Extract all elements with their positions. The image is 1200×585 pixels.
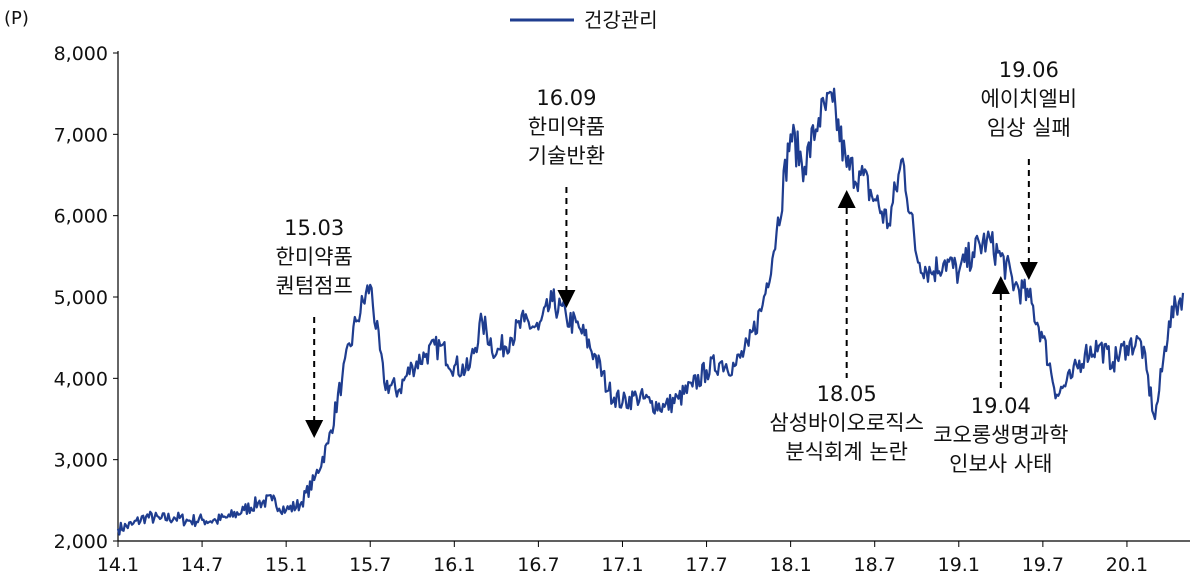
- annotation-text: 한미약품: [276, 245, 353, 269]
- y-tick-label: 2,000: [54, 531, 108, 553]
- annotation-text: 15.03: [284, 216, 344, 240]
- annotation-text: 분식회계 논란: [785, 440, 908, 464]
- annotation-text: 퀀텀점프: [276, 274, 353, 298]
- annotation-text: 코오롱생명과학: [933, 423, 1068, 447]
- x-axis-ticks: 14.1 14.7 15.1 15.7 16.1 16.7 17.1 17.7 18.1 18.7…: [97, 541, 1148, 576]
- annotation-text: 한미약품: [528, 115, 605, 139]
- annotation-text: 19.06: [999, 58, 1059, 82]
- legend: 건강관리: [510, 8, 658, 32]
- annotation-text: 임상 실패: [987, 116, 1071, 140]
- arrow-up-icon: [837, 190, 856, 208]
- y-tick-label: 3,000: [54, 450, 108, 472]
- y-tick-label: 6,000: [54, 206, 108, 228]
- annotations: 15.03한미약품퀀텀점프16.09한미약품기술반환18.05삼성바이오로직스분…: [276, 58, 1078, 476]
- y-tick-label: 7,000: [54, 124, 108, 146]
- y-unit-label: (P): [4, 8, 29, 29]
- annotation-text: 에이치엘비: [981, 87, 1078, 111]
- x-tick-label: 14.7: [181, 554, 223, 576]
- annotation-text: 19.04: [971, 394, 1031, 418]
- arrow-up-icon: [991, 276, 1010, 294]
- x-tick-label: 15.1: [265, 554, 307, 576]
- x-tick-label: 15.7: [349, 554, 391, 576]
- x-tick-label: 14.1: [97, 554, 139, 576]
- y-tick-label: 5,000: [54, 287, 108, 309]
- arrow-down-icon: [1019, 262, 1038, 280]
- x-tick-label: 16.7: [517, 554, 559, 576]
- x-tick-label: 19.1: [938, 554, 980, 576]
- x-tick-label: 17.7: [685, 554, 727, 576]
- annotation-text: 삼성바이오로직스: [769, 411, 924, 435]
- x-tick-label: 16.1: [433, 554, 475, 576]
- arrow-down-icon: [305, 420, 324, 438]
- annotation-text: 기술반환: [528, 144, 605, 168]
- series-line: [116, 87, 1185, 536]
- x-tick-label: 17.1: [601, 554, 643, 576]
- legend-label: 건강관리: [584, 8, 658, 32]
- y-axis-ticks: 2,000 3,000 4,000 5,000 6,000 7,000 8,000: [54, 43, 118, 553]
- annotation-text: 16.09: [536, 86, 596, 110]
- x-tick-label: 20.1: [1106, 554, 1148, 576]
- x-tick-label: 18.7: [854, 554, 896, 576]
- x-tick-label: 18.1: [769, 554, 811, 576]
- annotation-text: 18.05: [817, 382, 877, 406]
- y-tick-label: 4,000: [54, 368, 108, 390]
- arrow-down-icon: [557, 290, 576, 308]
- y-tick-label: 8,000: [54, 43, 108, 65]
- x-tick-label: 19.7: [1022, 554, 1064, 576]
- annotation-text: 인보사 사태: [949, 452, 1052, 476]
- series-group: [116, 87, 1185, 536]
